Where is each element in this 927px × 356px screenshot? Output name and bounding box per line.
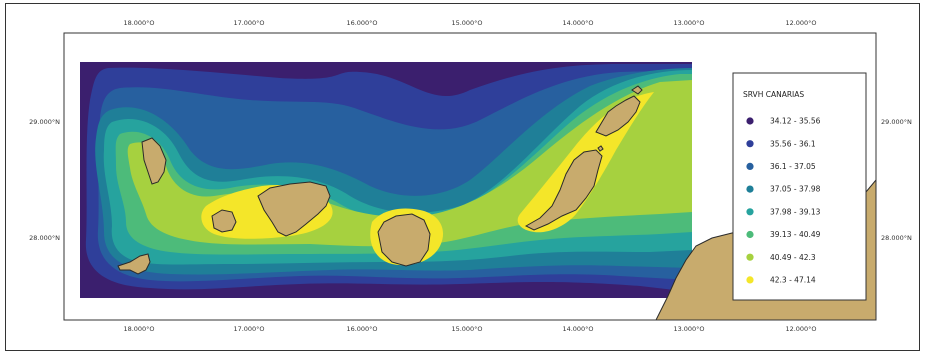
legend-swatch [746, 253, 754, 261]
bottom-tick-label: 12.000°O [785, 325, 816, 333]
legend-swatch [746, 140, 754, 148]
bottom-tick-label: 14.000°O [562, 325, 593, 333]
legend-label: 42.3 - 47.14 [770, 276, 816, 285]
left-tick-label: 29.000°N [29, 118, 60, 126]
island-tenerife [257, 181, 331, 237]
legend-label: 34.12 - 35.56 [770, 117, 821, 126]
legend-swatch [746, 208, 754, 216]
legend-swatch [746, 276, 754, 284]
top-tick-label: 13.000°O [673, 19, 704, 27]
bottom-tick-label: 13.000°O [673, 325, 704, 333]
legend-title: SRVH CANARIAS [743, 90, 804, 99]
right-tick-label: 29.000°N [881, 118, 912, 126]
legend-label: 36.1 - 37.05 [770, 162, 816, 171]
island-gran-canaria [377, 213, 431, 267]
island-fuerteventura [524, 149, 603, 231]
islands-layer [117, 85, 643, 275]
bottom-tick-label: 16.000°O [346, 325, 377, 333]
top-axis: 18.000°O 17.000°O 16.000°O 15.000°O 14.0… [123, 19, 816, 27]
top-tick-label: 14.000°O [562, 19, 593, 27]
bottom-tick-label: 17.000°O [233, 325, 264, 333]
top-tick-label: 17.000°O [233, 19, 264, 27]
top-tick-label: 15.000°O [451, 19, 482, 27]
islet-lobos [597, 145, 604, 152]
top-tick-label: 12.000°O [785, 19, 816, 27]
axes: 18.000°O 17.000°O 16.000°O 15.000°O 14.0… [29, 19, 912, 333]
right-axis: 29.000°N 28.000°N [881, 118, 912, 242]
raster-layer [80, 62, 693, 298]
map-panel-border [63, 32, 877, 321]
legend-label: 35.56 - 36.1 [770, 139, 816, 148]
bottom-tick-label: 18.000°O [123, 325, 154, 333]
legend-label: 40.49 - 42.3 [770, 253, 816, 262]
legend-swatch [746, 230, 754, 239]
legend-swatch [746, 185, 754, 193]
island-la-gomera [211, 209, 237, 233]
legend-label: 39.13 - 40.49 [770, 230, 821, 239]
legend-swatch [746, 117, 754, 125]
bottom-axis: 18.000°O 17.000°O 16.000°O 15.000°O 14.0… [123, 325, 816, 333]
legend-label: 37.98 - 39.13 [770, 207, 821, 216]
islet-la-graciosa [631, 85, 643, 95]
island-lanzarote [595, 95, 641, 137]
top-tick-label: 16.000°O [346, 19, 377, 27]
island-el-hierro [117, 253, 151, 275]
right-tick-label: 28.000°N [881, 234, 912, 242]
legend-items: 34.12 - 35.56 35.56 - 36.1 36.1 - 37.05 37.… [746, 117, 821, 285]
island-la-palma [141, 137, 167, 185]
legend-box [732, 72, 867, 301]
left-axis: 29.000°N 28.000°N [29, 118, 60, 242]
map-panel [63, 32, 877, 321]
bottom-tick-label: 15.000°O [451, 325, 482, 333]
legend-swatch [746, 162, 754, 170]
left-tick-label: 28.000°N [29, 234, 60, 242]
legend-label: 37.05 - 37.98 [770, 185, 821, 194]
top-tick-label: 18.000°O [123, 19, 154, 27]
